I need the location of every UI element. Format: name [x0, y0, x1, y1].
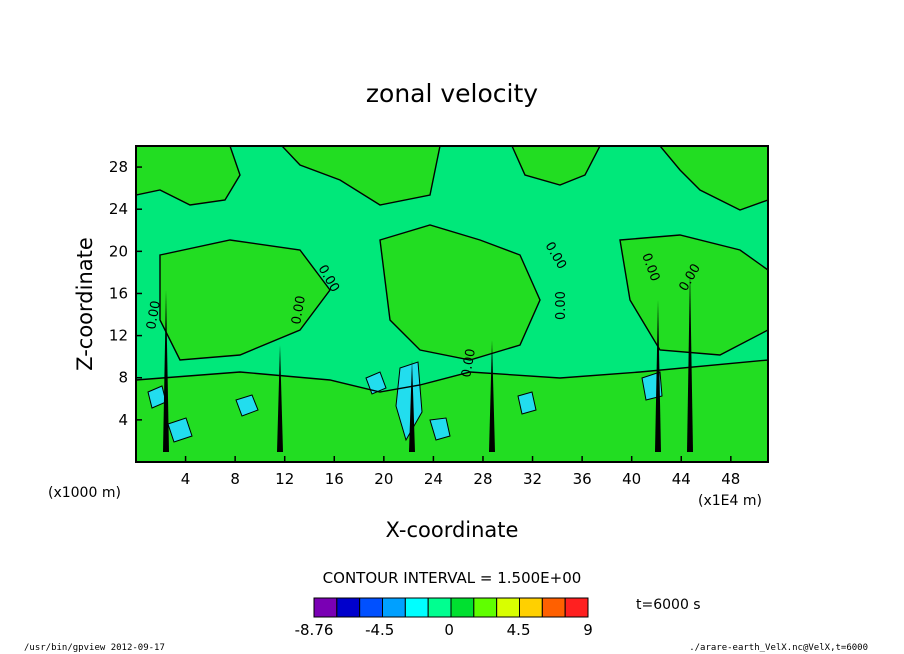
- colorbar-tick-label: 0: [444, 621, 454, 639]
- plot-frame: [135, 145, 769, 463]
- colorbar-swatch: [382, 597, 406, 618]
- contour-regions: [136, 146, 768, 462]
- x-axis-ticks: 4 8 12 16 20 24 28 32 36 40 44 48: [181, 456, 740, 488]
- plume-streak: [277, 345, 283, 452]
- time-label: t=6000 s: [636, 597, 701, 613]
- x-tick-label: 32: [523, 470, 542, 488]
- plume-streak: [409, 360, 415, 452]
- y-tick-label: 4: [118, 411, 128, 429]
- negative-region: [235, 394, 259, 417]
- x-axis-label: X-coordinate: [386, 518, 519, 542]
- colorbar-tick-label: -8.76: [295, 621, 334, 639]
- footer-right: ./arare-earth_VelX.nc@VelX,t=6000: [689, 643, 868, 653]
- x-tick-label: 44: [672, 470, 691, 488]
- x-tick-label: 20: [374, 470, 393, 488]
- colorbar-swatch: [427, 597, 452, 618]
- contour-line: [135, 145, 241, 206]
- colorbar: -8.76 -4.5 0 4.5 9: [295, 597, 593, 639]
- contour-line: [379, 224, 541, 361]
- contour-value-label: 0.00: [459, 348, 479, 379]
- colorbar-swatch: [496, 597, 520, 618]
- plume-streak: [655, 300, 661, 452]
- contour-region: [512, 146, 600, 185]
- colorbar-swatch: [336, 597, 361, 618]
- colorbar-swatch: [519, 597, 543, 618]
- y-axis-ticks: 4 8 12 16 20 24 28: [109, 158, 142, 429]
- colorbar-tick-label: 9: [583, 621, 593, 639]
- colorbar-swatch: [541, 597, 566, 618]
- negative-region: [365, 371, 387, 395]
- y-tick-label: 24: [109, 200, 128, 218]
- y-tick-label: 28: [109, 158, 128, 176]
- x-tick-label: 12: [275, 470, 294, 488]
- contour-region: [660, 146, 768, 210]
- x-tick-label: 48: [721, 470, 740, 488]
- colorbar-swatch: [473, 597, 498, 618]
- contour-region: [620, 235, 768, 355]
- colorbar-tick-label: -4.5: [365, 621, 394, 639]
- x-tick-label: 8: [230, 470, 240, 488]
- chart-title: zonal velocity: [366, 79, 538, 108]
- plume-streak: [687, 270, 693, 452]
- contour-region: [160, 240, 330, 360]
- x-tick-label: 16: [325, 470, 344, 488]
- colorbar-swatch: [313, 597, 338, 618]
- x-tick-label: 40: [622, 470, 641, 488]
- y-unit-label: (x1000 m): [48, 485, 121, 501]
- y-tick-label: 12: [109, 327, 128, 345]
- x-tick-label: 36: [573, 470, 592, 488]
- contour-value-label: 0.00: [144, 300, 164, 331]
- colorbar-tick-label: 4.5: [507, 621, 531, 639]
- plume-streak: [163, 290, 169, 452]
- contour-value-label: 0.00: [289, 295, 309, 326]
- colorbar-swatch: [404, 597, 429, 618]
- x-tick-label: 24: [424, 470, 443, 488]
- plume-streak: [489, 340, 495, 452]
- colorbar-swatch: [450, 597, 475, 618]
- negative-region: [517, 391, 537, 415]
- negative-region: [429, 417, 451, 441]
- footer-left: /usr/bin/gpview 2012-09-17: [24, 643, 165, 653]
- y-axis-label: Z-coordinate: [73, 237, 97, 371]
- x-tick-label: 28: [473, 470, 492, 488]
- y-tick-label: 8: [118, 369, 128, 387]
- colorbar-swatch: [564, 597, 589, 618]
- contour-region: [282, 146, 440, 205]
- colorbar-swatch: [359, 597, 383, 618]
- plot-area: 0.000.000.000.000.000.000.00 0.00: [135, 145, 769, 463]
- x-unit-label: (x1E4 m): [698, 493, 762, 509]
- contour-region: [380, 225, 540, 360]
- y-tick-label: 20: [109, 242, 128, 260]
- contour-region: [136, 360, 768, 462]
- contour-value-label: 0.00: [554, 291, 569, 320]
- y-tick-label: 16: [109, 284, 128, 302]
- negative-region: [167, 417, 193, 443]
- x-tick-label: 4: [181, 470, 191, 488]
- contour-interval: CONTOUR INTERVAL = 1.500E+00: [323, 569, 582, 587]
